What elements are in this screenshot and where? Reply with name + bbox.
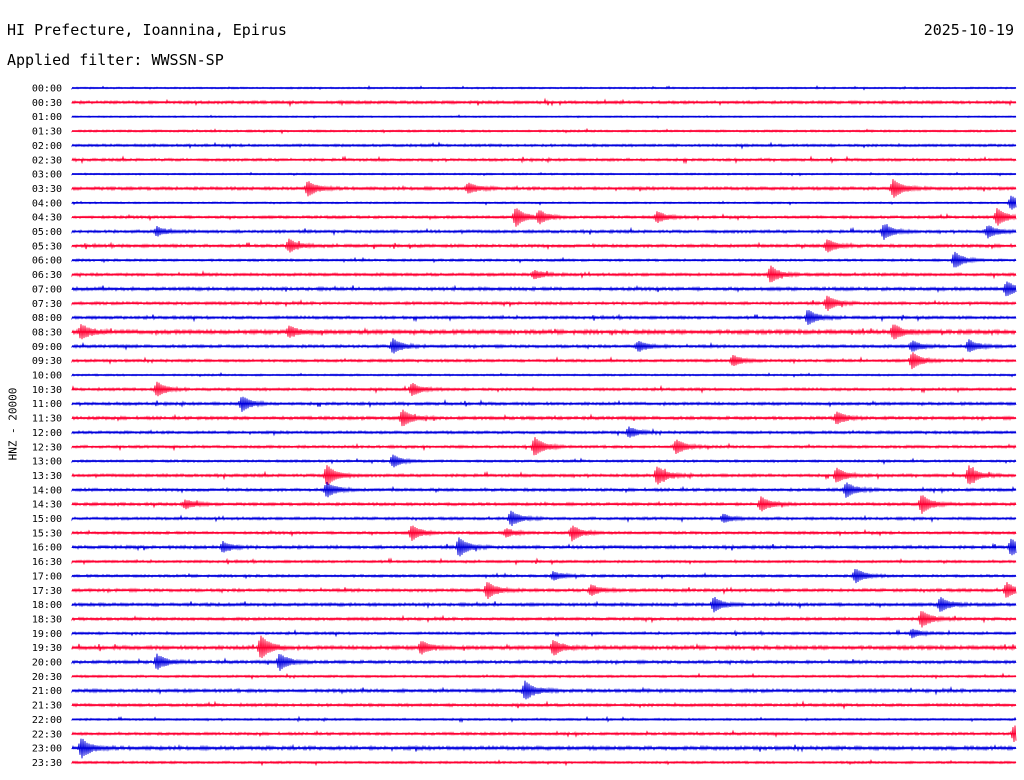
time-label: 20:00 [32,658,62,669]
time-label: 12:30 [32,442,62,453]
time-label: 04:00 [32,198,62,209]
time-label: 09:00 [32,342,62,353]
time-label: 19:30 [32,643,62,654]
time-label: 22:00 [32,715,62,726]
time-label: 01:30 [32,127,62,138]
time-label: 07:00 [32,284,62,295]
time-label: 01:00 [32,112,62,123]
time-label: 22:30 [32,729,62,740]
time-label: 05:00 [32,227,62,238]
time-label: 08:30 [32,327,62,338]
time-label: 06:30 [32,270,62,281]
seismic-trace-19-30 [71,635,1017,659]
time-label: 03:00 [32,170,62,181]
time-label: 23:30 [32,758,62,769]
time-label: 10:00 [32,371,62,382]
time-label: 11:30 [32,414,62,425]
time-label: 11:00 [32,399,62,410]
station-title: HI Prefecture, Ioannina, Epirus [7,21,287,39]
time-label: 18:00 [32,600,62,611]
time-label: 16:30 [32,557,62,568]
time-label: 06:00 [32,256,62,267]
time-label: 07:30 [32,299,62,310]
time-label: 02:00 [32,141,62,152]
time-label: 12:00 [32,428,62,439]
time-label: 10:30 [32,385,62,396]
time-label: 13:30 [32,471,62,482]
time-label: 14:00 [32,485,62,496]
time-label: 17:30 [32,586,62,597]
time-label: 14:30 [32,500,62,511]
time-label: 15:30 [32,528,62,539]
time-label: 05:30 [32,241,62,252]
time-label: 20:30 [32,672,62,683]
time-label: 17:00 [32,571,62,582]
time-label: 03:30 [32,184,62,195]
time-label: 02:30 [32,155,62,166]
time-label: 00:00 [32,84,62,95]
time-label: 15:00 [32,514,62,525]
time-label: 09:30 [32,356,62,367]
time-label: 13:00 [32,457,62,468]
time-label: 08:00 [32,313,62,324]
filter-label: Applied filter: WWSSN-SP [7,51,224,69]
time-label: 23:00 [32,744,62,755]
time-label: 16:00 [32,543,62,554]
time-label: 04:30 [32,213,62,224]
time-label: 00:30 [32,98,62,109]
time-label: 21:00 [32,686,62,697]
time-label: 21:30 [32,701,62,712]
record-date: 2025-10-19 [923,21,1014,39]
time-label: 19:00 [32,629,62,640]
time-label: 18:30 [32,614,62,625]
